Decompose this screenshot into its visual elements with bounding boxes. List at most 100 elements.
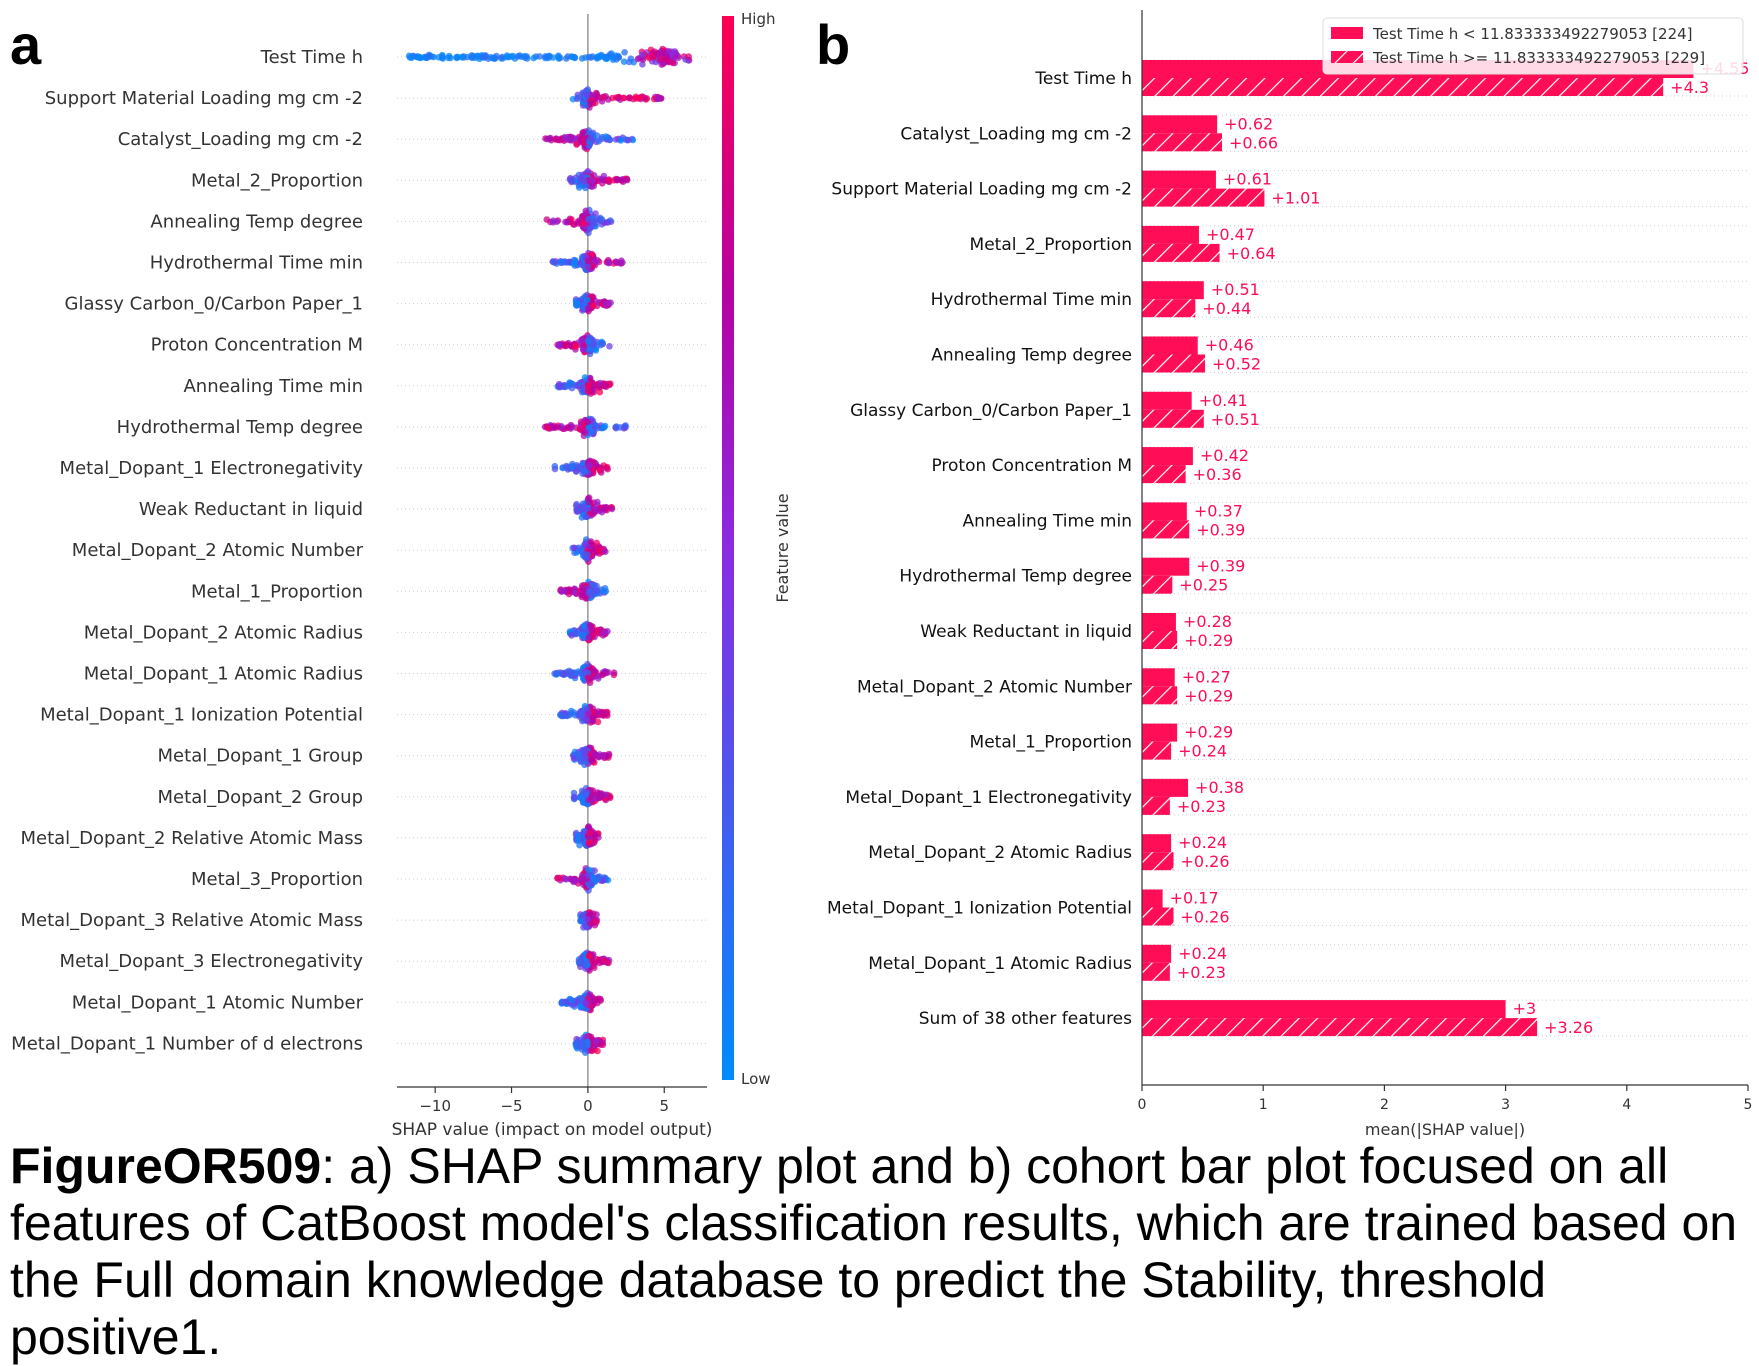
category-label: Metal_Dopant_1 Ionization Potential (827, 899, 1132, 919)
shap-point (570, 793, 578, 801)
category-group: +0.39+0.25 Hydrothermal Temp degree (899, 557, 1748, 595)
shap-point (574, 94, 582, 101)
feature-label: Catalyst_Loading mg cm -2 (118, 129, 363, 150)
shap-point (573, 1040, 580, 1047)
shap-point (620, 58, 628, 65)
shap-point (595, 546, 602, 553)
shap-point (584, 338, 592, 345)
bar-series-2 (1142, 575, 1173, 594)
shap-point (580, 346, 587, 354)
shap-point (575, 750, 583, 758)
feature-label: Annealing Time min (183, 376, 363, 397)
shap-point (649, 54, 656, 61)
x-tick-label: −5 (500, 1097, 522, 1115)
shap-point (585, 229, 592, 237)
shap-point (563, 341, 570, 348)
shap-point (581, 467, 588, 475)
bar-value-label: +0.25 (1179, 576, 1228, 595)
shap-point (408, 54, 415, 62)
shap-point (596, 379, 604, 387)
shap-point (593, 588, 600, 595)
shap-point (584, 418, 591, 426)
x-tick-label: 5 (1744, 1097, 1753, 1113)
bar-series-1 (1142, 336, 1198, 355)
shap-point (560, 712, 568, 719)
bar-series-2 (1142, 299, 1196, 318)
shap-point (589, 177, 596, 184)
shap-point (594, 626, 602, 634)
x-tick-label: 0 (1138, 1097, 1147, 1113)
shap-point (553, 424, 561, 431)
bar-value-label: +0.62 (1224, 114, 1273, 133)
feature-row-points (543, 206, 615, 237)
bar-series-1 (1142, 778, 1189, 797)
legend-swatch-hatched (1331, 51, 1363, 63)
shap-point (580, 220, 587, 227)
colorbar-title: Feature value (773, 493, 792, 602)
shap-point (594, 999, 601, 1007)
category-group: +3 +3.26 Sum of 38 other features (919, 999, 1748, 1037)
shap-point (614, 176, 621, 183)
shap-point (594, 53, 602, 60)
shap-point (570, 260, 578, 267)
feature-row-points (566, 620, 611, 644)
category-label: Metal_Dopant_1 Electronegativity (845, 788, 1132, 808)
feature-row-points (572, 494, 616, 521)
bar-series-1 (1142, 115, 1218, 134)
bar-series-1 (1142, 889, 1163, 908)
shap-point (591, 751, 599, 758)
shap-point (568, 177, 575, 184)
bar-value-label: +0.26 (1181, 908, 1230, 927)
shap-point (473, 52, 481, 60)
bar-series-2 (1142, 465, 1186, 484)
shap-point (584, 1038, 591, 1046)
feature-row-points (572, 823, 602, 849)
shap-point (595, 875, 603, 883)
category-label: Support Material Loading mg cm -2 (831, 180, 1132, 200)
bar-value-label: +0.51 (1211, 280, 1260, 299)
category-label: Metal_2_Proportion (970, 235, 1132, 255)
shap-point (564, 383, 572, 390)
feature-label: Metal_3_Proportion (191, 869, 363, 890)
category-label: Metal_1_Proportion (970, 733, 1132, 753)
shap-point (570, 544, 578, 552)
shap-point (544, 424, 552, 432)
category-label: Metal_Dopant_2 Atomic Number (857, 677, 1132, 697)
x-tick-label: 2 (1380, 1097, 1389, 1113)
shap-point (582, 207, 590, 215)
bar-value-label: +3.26 (1544, 1018, 1593, 1037)
shap-point (509, 52, 517, 60)
shap-point (658, 61, 665, 68)
shap-point (604, 669, 612, 676)
feature-label: Proton Concentration M (151, 335, 363, 356)
category-group: +0.17+0.26 Metal_Dopant_1 Ionization Pote… (827, 889, 1748, 927)
shap-point (623, 176, 631, 184)
shap-point (615, 54, 623, 61)
shap-point (602, 55, 609, 62)
legend: Test Time h < 11.833333492279053 [224] Te… (1322, 17, 1744, 75)
shap-point (585, 866, 592, 873)
shap-point (605, 259, 613, 267)
shap-point (588, 92, 596, 99)
shap-point (581, 374, 589, 381)
bar-value-label: +0.41 (1199, 391, 1248, 410)
shap-point (606, 343, 613, 350)
feature-row-points (575, 949, 613, 974)
shap-point (685, 53, 692, 60)
shap-point (555, 342, 563, 349)
shap-point (578, 55, 586, 62)
shap-point (580, 177, 588, 185)
shap-point (579, 587, 587, 594)
bar-value-label: +3 (1513, 999, 1537, 1018)
shap-point (584, 674, 592, 681)
caption-text: : a) SHAP summary plot and b) cohort bar… (10, 1138, 1738, 1365)
shap-point (598, 588, 606, 595)
shap-point (592, 347, 600, 354)
feature-row-points (570, 785, 614, 808)
feature-row-points (549, 249, 626, 274)
category-label: Sum of 38 other features (919, 1009, 1132, 1029)
bar-series-2 (1142, 409, 1204, 428)
shap-point (590, 302, 597, 310)
shap-point (600, 172, 608, 180)
shap-point (587, 135, 594, 142)
